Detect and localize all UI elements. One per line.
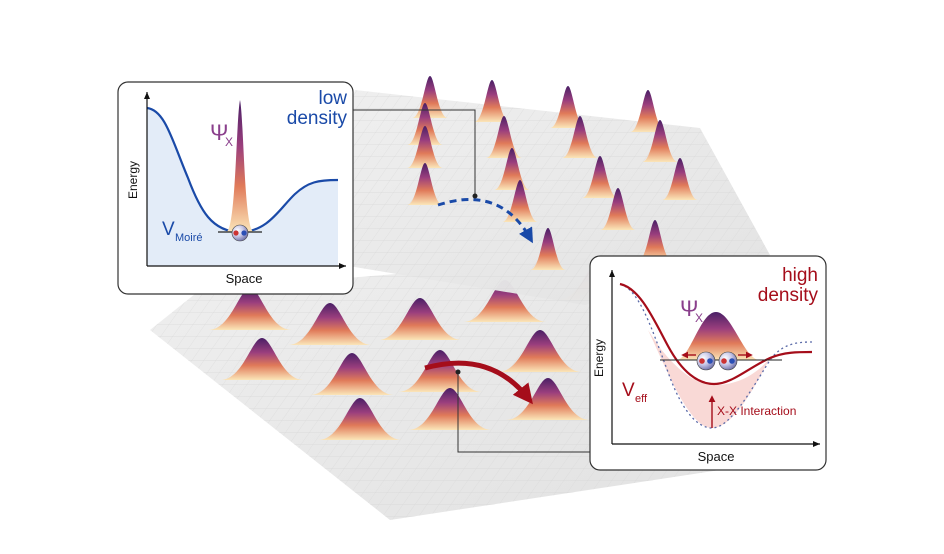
upper-peak-9 bbox=[494, 148, 530, 190]
v-eff-symbol: V bbox=[622, 380, 635, 401]
interaction-region-fill bbox=[648, 330, 770, 428]
lower-peak-8 bbox=[498, 330, 582, 372]
upper-plane bbox=[300, 76, 770, 305]
v-symbol: V bbox=[162, 219, 175, 240]
panel-title-high-line2: density bbox=[758, 285, 819, 306]
high-density-panel: Space Energy high density Ψ X V eff X-X … bbox=[589, 255, 827, 471]
upper-peak-5 bbox=[486, 116, 522, 158]
upper-peak-8 bbox=[407, 126, 443, 168]
upper-peak-6 bbox=[562, 116, 598, 158]
upper-peak-0 bbox=[412, 76, 448, 118]
lower-peak-12 bbox=[506, 378, 590, 420]
x-axis-label: Space bbox=[226, 271, 263, 286]
v-eff-subscript: eff bbox=[635, 393, 648, 405]
moire-potential-fill bbox=[147, 108, 338, 266]
upper-peak-13 bbox=[502, 180, 538, 222]
connector-dot-low bbox=[472, 193, 478, 199]
upper-peak-7 bbox=[642, 120, 678, 162]
upper-peak-1 bbox=[474, 80, 510, 122]
panel-title-high-line1: high bbox=[782, 265, 818, 286]
panel-title-line1: low bbox=[318, 88, 347, 109]
upper-peak-15 bbox=[530, 228, 566, 270]
x-axis-label-high: Space bbox=[698, 449, 735, 464]
psi-symbol-high: Ψ bbox=[680, 296, 698, 321]
lower-peak-6 bbox=[310, 353, 394, 395]
lower-peak-1 bbox=[288, 303, 372, 345]
interaction-arrow-icon bbox=[424, 360, 533, 405]
wavefunction-broad bbox=[676, 312, 760, 360]
lower-peak-11 bbox=[408, 388, 492, 430]
upper-peak-12 bbox=[407, 163, 443, 205]
upper-peak-4 bbox=[407, 103, 443, 145]
lower-peak-0 bbox=[208, 288, 292, 330]
y-axis-label-high: Energy bbox=[592, 339, 606, 377]
lower-peak-10 bbox=[318, 398, 402, 440]
psi-subscript: X bbox=[225, 135, 233, 149]
upper-peak-14 bbox=[600, 188, 636, 230]
exciton-pair-icon bbox=[696, 351, 738, 371]
upper-peak-11 bbox=[662, 158, 698, 200]
psi-subscript-high: X bbox=[695, 311, 703, 325]
connector-dot-high bbox=[455, 369, 461, 375]
upper-plane-peaks bbox=[407, 76, 698, 270]
connector-line-low bbox=[352, 109, 476, 196]
wavefunction-peak bbox=[226, 100, 254, 232]
panel-title-line2: density bbox=[287, 108, 348, 129]
psi-symbol: Ψ bbox=[210, 120, 228, 145]
connector-line-high bbox=[457, 372, 590, 453]
exciton-icon bbox=[231, 224, 249, 242]
lower-peak-2 bbox=[378, 298, 462, 340]
interaction-label: X-X Interaction bbox=[717, 404, 796, 418]
lower-peak-5 bbox=[220, 338, 304, 380]
upper-peak-3 bbox=[630, 90, 666, 132]
upper-peak-16 bbox=[637, 220, 673, 262]
effective-potential-curve bbox=[619, 282, 813, 386]
hop-arrow-icon bbox=[437, 198, 533, 244]
lower-peak-3 bbox=[463, 280, 547, 322]
upper-peak-2 bbox=[550, 86, 586, 128]
v-subscript: Moiré bbox=[175, 232, 203, 244]
upper-peak-10 bbox=[582, 156, 618, 198]
lower-peak-7 bbox=[398, 350, 482, 392]
y-axis-label: Energy bbox=[126, 161, 140, 199]
low-density-panel: Space Energy low density Ψ X V Moiré bbox=[117, 81, 354, 295]
